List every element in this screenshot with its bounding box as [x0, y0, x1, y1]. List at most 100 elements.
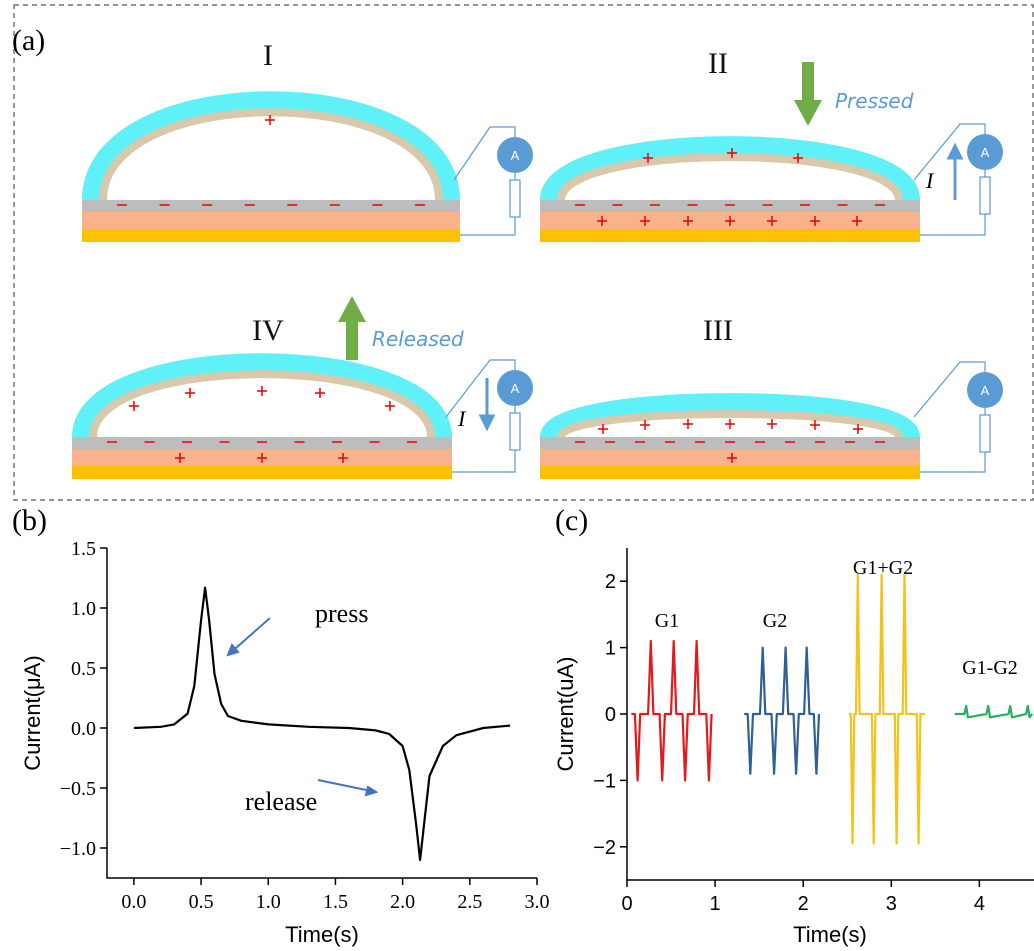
y-tick-label: −1.0: [60, 838, 96, 860]
current-arrow: [478, 378, 496, 432]
charge-plus: [767, 216, 777, 226]
ammeter: [967, 134, 1003, 170]
x-tick-label: 0.5: [189, 891, 214, 913]
x-tick-label: 0.0: [121, 891, 146, 913]
resistor: [509, 412, 521, 451]
x-tick-label: 2.5: [457, 891, 482, 913]
panel-label: (a): [12, 24, 45, 57]
series-line: [631, 639, 713, 782]
charge-plus: [853, 424, 863, 434]
y-tick-label: 0.0: [71, 718, 96, 740]
ammeter: [967, 372, 1003, 408]
charge-plus: [640, 216, 650, 226]
series-label: G1+G2: [853, 557, 913, 579]
charge-plus: [315, 388, 325, 398]
charge-plus: [727, 148, 737, 158]
dome-inner: [99, 108, 443, 201]
wire: [453, 126, 516, 236]
ammeter-label: A: [981, 383, 990, 398]
x-tick-label: 2.0: [390, 891, 415, 913]
annotation-arrow: [226, 617, 271, 657]
charge-plus: [725, 216, 735, 226]
dome-outer: [82, 91, 460, 201]
gold-layer: [72, 466, 452, 479]
charge-plus: [129, 401, 139, 411]
x-tick-label: 0: [621, 893, 632, 915]
charge-plus: [338, 453, 348, 463]
y-tick-label: −0.5: [60, 778, 96, 800]
x-tick-label: 2: [798, 893, 809, 915]
dome-outer: [540, 136, 920, 202]
gold-layer: [540, 466, 920, 479]
charge-plus: [643, 153, 653, 163]
series-line: [133, 586, 511, 862]
resistor: [979, 176, 991, 215]
y-tick-label: 2: [605, 571, 616, 593]
y-tick-label: 0: [605, 704, 616, 726]
x-tick-label: 1.5: [323, 891, 348, 913]
charge-plus: [767, 419, 777, 429]
charge-plus: [810, 216, 820, 226]
series-label: G1-G2: [962, 657, 1018, 679]
charge-plus: [640, 420, 650, 430]
charge-plus: [385, 401, 395, 411]
annotation-arrow: [317, 779, 379, 797]
charge-plus: [727, 453, 737, 463]
y-tick-label: 1.0: [71, 598, 96, 620]
ammeter-label: A: [981, 145, 990, 160]
released-label: Released: [372, 327, 464, 351]
series-line: [954, 704, 1034, 719]
charge-plus: [185, 388, 195, 398]
y-tick-label: −1: [593, 770, 616, 792]
panel-label: (c): [555, 504, 588, 537]
axis-line: [106, 548, 537, 879]
x-tick-label: 3.0: [525, 891, 550, 913]
gray-layer: [72, 437, 452, 449]
y-tick-label: 1: [605, 638, 616, 660]
charge-plus: [683, 419, 693, 429]
charge-plus: [175, 453, 185, 463]
current-symbol: I: [925, 168, 935, 193]
dome-outer: [72, 353, 452, 439]
pressed-label: Pressed: [835, 89, 914, 113]
y-tick-label: 1.5: [71, 538, 96, 560]
series-line: [744, 646, 821, 775]
ammeter: [497, 137, 533, 173]
wire: [445, 359, 516, 473]
ammeter: [497, 370, 533, 406]
stage-label: II: [708, 47, 728, 80]
x-tick-label: 1.0: [256, 891, 281, 913]
series-label: G2: [763, 610, 787, 632]
charge-plus: [597, 216, 607, 226]
charge-plus: [852, 216, 862, 226]
series-line: [849, 573, 925, 845]
charge-plus: [810, 420, 820, 430]
stage-label: I: [263, 39, 273, 72]
gold-layer: [540, 229, 920, 242]
wire: [913, 123, 986, 236]
wire: [913, 361, 986, 473]
y-tick-label: −2: [593, 837, 616, 859]
stage-label: IV: [252, 314, 284, 347]
x-tick-label: 4: [974, 893, 985, 915]
charge-plus: [598, 424, 608, 434]
dome-inner: [557, 153, 903, 201]
gray-layer: [82, 200, 460, 212]
gray-layer: [540, 437, 920, 449]
x-tick-label: 1: [710, 893, 721, 915]
dome-inner: [89, 370, 435, 438]
release-arrow: [338, 296, 366, 360]
charge-plus: [725, 419, 735, 429]
resistor: [509, 179, 521, 218]
ammeter-label: A: [511, 148, 520, 163]
x-axis-title: Time(s): [285, 922, 359, 947]
salmon-layer: [82, 212, 460, 229]
panel-label: (b): [12, 504, 47, 537]
current-symbol: I: [457, 406, 467, 431]
charge-plus: [793, 153, 803, 163]
y-tick-label: 0.5: [71, 658, 96, 680]
gold-layer: [82, 229, 460, 242]
dome-outer: [540, 393, 920, 440]
